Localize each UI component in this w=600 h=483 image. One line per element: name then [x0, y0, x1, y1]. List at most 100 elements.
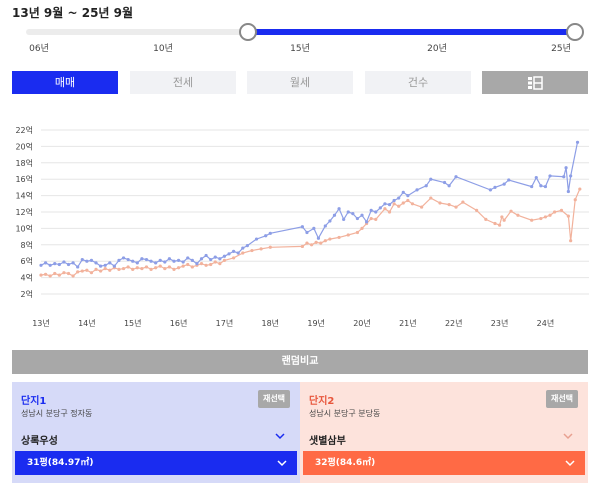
data-point [131, 267, 135, 271]
data-point [172, 267, 176, 271]
data-point [218, 262, 222, 266]
chevron-down-icon[interactable] [274, 431, 286, 441]
complex2-name[interactable]: 샛별삼부 [309, 436, 346, 447]
data-point [406, 198, 410, 203]
data-point [548, 174, 552, 178]
x-tick-label: 24년 [537, 318, 555, 328]
data-point [176, 266, 181, 270]
data-point [300, 244, 304, 249]
slider-tick-labels: 06년 10년 15년 20년 25년 [26, 41, 571, 55]
data-point [99, 269, 103, 273]
complex2-reselect-button[interactable]: 재선택 [546, 390, 578, 408]
data-point [454, 175, 458, 179]
data-point [204, 263, 208, 267]
data-point [121, 266, 126, 271]
tab-list-view[interactable] [482, 71, 588, 94]
data-point [569, 239, 573, 243]
data-point [121, 256, 126, 260]
tab-sale[interactable]: 매매 [12, 71, 118, 94]
data-point [80, 269, 84, 273]
data-point [415, 188, 419, 192]
x-tick-label: 20년 [353, 318, 371, 328]
data-point [314, 240, 318, 244]
data-point [149, 259, 153, 263]
data-point [232, 256, 236, 260]
data-point [89, 271, 94, 275]
data-point [167, 257, 172, 261]
complex1-size-value: 31평(84.97㎡) [27, 458, 94, 468]
x-tick-label: 22년 [445, 318, 463, 328]
tab-monthly-rent[interactable]: 월세 [247, 71, 353, 94]
complex1-title: 단지1 [21, 396, 47, 407]
data-point [351, 212, 355, 216]
data-point [392, 198, 396, 203]
data-point [199, 257, 204, 261]
x-tick-label: 21년 [399, 318, 417, 328]
data-point [346, 233, 350, 237]
data-point [355, 216, 360, 221]
data-point [497, 223, 502, 227]
data-point [76, 270, 80, 274]
y-tick-label: 2억 [21, 289, 33, 299]
data-point [447, 184, 451, 188]
data-point [475, 208, 479, 212]
data-point [103, 263, 107, 267]
data-point [383, 202, 387, 206]
data-point [117, 258, 121, 262]
data-point [236, 251, 240, 255]
complex2-size-value: 32평(84.6㎡) [315, 458, 376, 468]
data-point [135, 261, 139, 265]
data-point [355, 230, 360, 235]
data-point [566, 214, 570, 218]
data-point [43, 272, 48, 276]
y-tick-label: 12억 [15, 207, 33, 217]
slider-end-handle[interactable] [566, 23, 585, 41]
data-point [227, 252, 231, 256]
year-range-slider[interactable] [26, 23, 585, 41]
data-point [461, 200, 465, 204]
data-point [131, 259, 135, 263]
data-point [186, 262, 190, 267]
chevron-down-icon[interactable] [562, 431, 574, 441]
data-point [300, 225, 304, 229]
data-point [199, 262, 204, 266]
data-point [39, 263, 43, 267]
data-point [488, 188, 493, 192]
data-point [401, 201, 405, 205]
data-point [323, 239, 327, 243]
data-point [94, 261, 98, 265]
x-tick-label: 19년 [307, 318, 325, 328]
chevron-down-icon [565, 460, 575, 467]
data-point [232, 249, 236, 253]
tab-jeonse[interactable]: 전세 [130, 71, 236, 94]
data-point [149, 267, 153, 271]
data-point [539, 184, 543, 188]
data-point [250, 248, 254, 253]
data-point [548, 213, 552, 217]
slider-tick-label: 25년 [551, 44, 571, 54]
data-point [539, 216, 543, 221]
data-point [342, 217, 346, 221]
random-compare-button[interactable]: 랜덤비교 [12, 350, 588, 374]
data-point [502, 182, 506, 186]
x-tick-label: 23년 [491, 318, 509, 328]
data-point [562, 175, 566, 179]
data-point [337, 235, 341, 240]
complex2-size-select[interactable]: 32평(84.6㎡) [303, 451, 585, 475]
tab-count[interactable]: 건수 [365, 71, 471, 94]
complex1-name[interactable]: 상록우성 [21, 436, 58, 447]
data-point [195, 262, 199, 266]
data-point [53, 262, 57, 266]
data-point [66, 262, 71, 267]
data-point [176, 258, 181, 262]
complex1-reselect-button[interactable]: 재선택 [258, 390, 290, 408]
data-point [316, 236, 321, 240]
slider-start-handle[interactable] [239, 23, 258, 41]
data-point [57, 273, 61, 277]
complex1-size-select[interactable]: 31평(84.97㎡) [15, 451, 297, 475]
data-point [190, 265, 194, 269]
data-point [392, 202, 396, 206]
data-point [112, 264, 116, 268]
period-title: 13년 9월 ~ 25년 9월 [12, 6, 134, 20]
data-point [167, 265, 172, 269]
